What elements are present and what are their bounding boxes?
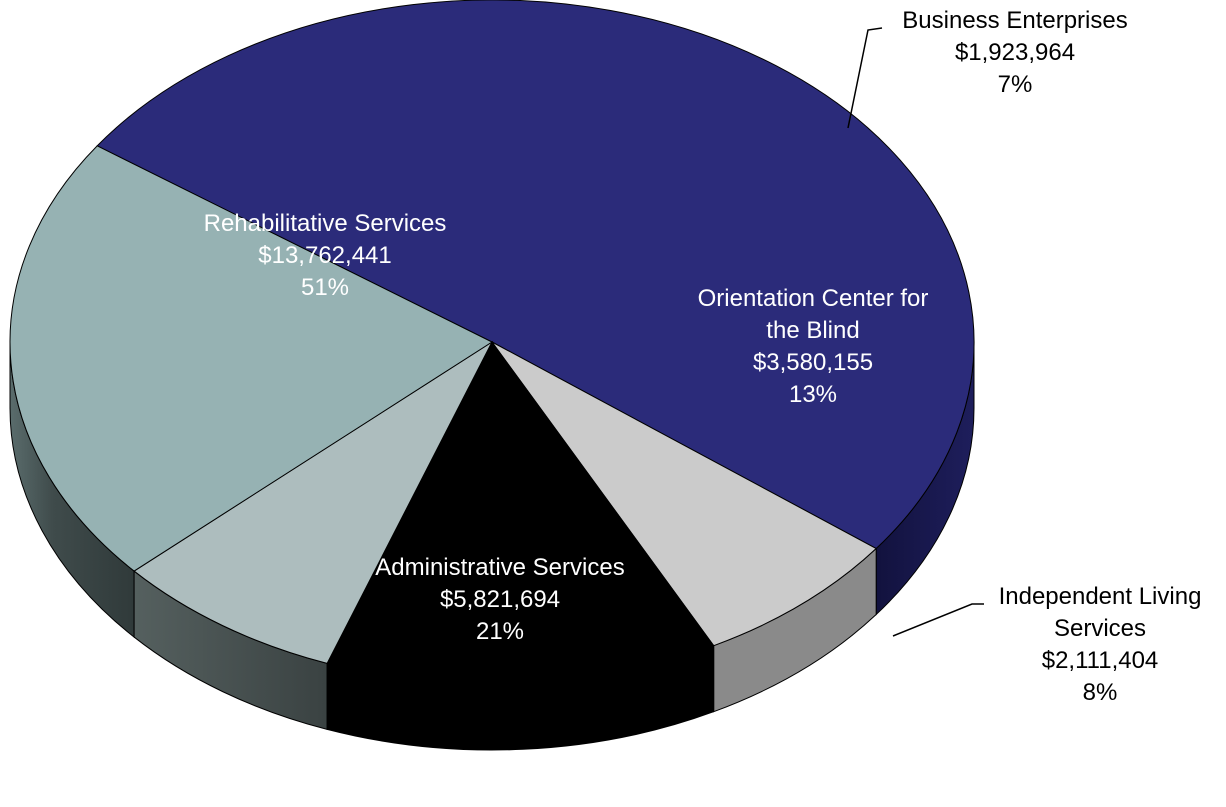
data-label-business-enterprises: Business Enterprises $1,923,964 7% [902,7,1127,98]
pie-slices [9,0,975,751]
data-label-independent-living-services: Independent Living Services $2,111,404 8% [999,583,1202,706]
pie-slice-orientation-center-for-the-blind [326,341,715,685]
leader-line-business-enterprises [847,27,883,129]
data-label-administrative-services: Administrative Services $5,821,694 21% [375,554,624,645]
data-label-rehabilitative-services: Rehabilitative Services $13,762,441 51% [204,210,447,301]
data-label-orientation-center-for-the-blind: Orientation Center for the Blind $3,580,15… [698,285,929,408]
pie-slice-administrative-services [9,145,494,572]
pie-slice-independent-living-services [133,340,494,664]
pie-slice-rehabilitative-services [96,0,975,550]
leader-line-independent-living-services [892,603,984,637]
pie-labels: Rehabilitative Services $13,762,441 51% Bus… [204,7,1202,706]
pie-slice-business-enterprises [491,341,878,647]
